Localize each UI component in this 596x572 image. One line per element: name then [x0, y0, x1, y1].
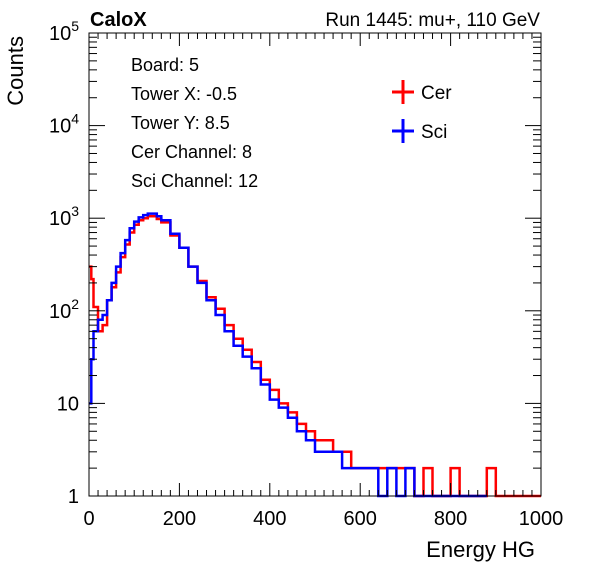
x-tick-label: 200	[163, 508, 196, 530]
x-tick-label: 800	[434, 508, 467, 530]
experiment-label: CaloX	[90, 9, 147, 31]
y-tick-label: 1	[68, 486, 79, 508]
legend-sci-marker	[392, 119, 414, 143]
legend-cer-label: Cer	[421, 83, 452, 104]
series-line-cer	[89, 214, 541, 498]
x-tick-label: 400	[253, 508, 286, 530]
series-line-sci	[89, 212, 487, 498]
x-axis-title: Energy HG	[426, 537, 535, 562]
y-tick-label: 105	[49, 18, 79, 45]
x-tick-label: 1000	[519, 508, 564, 530]
info-board: Board: 5	[131, 55, 199, 75]
info-tower-x: Tower X: -0.5	[131, 84, 237, 104]
y-axis-title: Counts	[3, 36, 28, 106]
info-cer-channel: Cer Channel: 8	[131, 142, 252, 162]
info-tower-y: Tower Y: 8.5	[131, 113, 230, 133]
info-sci-channel: Sci Channel: 12	[131, 171, 258, 191]
y-tick-label: 102	[49, 296, 79, 323]
y-tick-label: 103	[49, 203, 79, 230]
x-tick-label: 0	[83, 508, 94, 530]
legend-sci-label: Sci	[421, 122, 447, 143]
run-label: Run 1445: mu+, 110 GeV	[325, 10, 540, 31]
y-tick-label: 10	[57, 393, 79, 415]
legend-cer-marker	[392, 80, 414, 104]
info-box	[120, 44, 360, 194]
legend: Cer Sci	[392, 80, 452, 143]
x-tick-label: 600	[344, 508, 377, 530]
y-tick-label: 104	[49, 111, 79, 138]
